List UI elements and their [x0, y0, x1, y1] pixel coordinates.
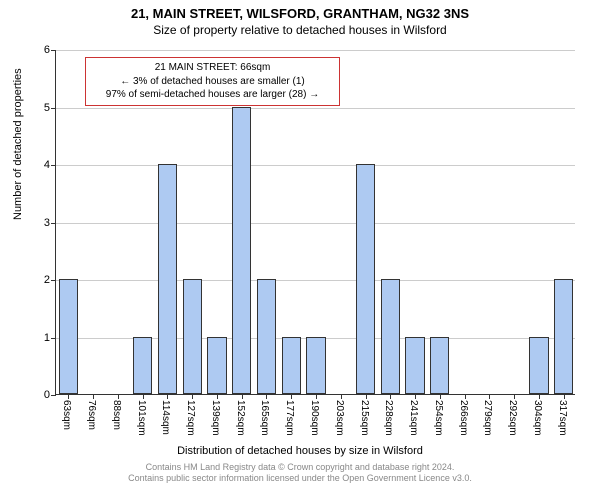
- bar: [529, 337, 548, 395]
- x-tick-label: 228sqm: [383, 400, 394, 436]
- y-tick: [51, 223, 56, 224]
- x-tick-label: 114sqm: [160, 400, 171, 435]
- bar: [430, 337, 449, 395]
- y-tick-label: 5: [44, 102, 50, 114]
- x-tick: [539, 394, 540, 399]
- y-tick-label: 2: [44, 274, 50, 286]
- x-tick-label: 203sqm: [334, 400, 345, 436]
- gridline: [56, 108, 575, 109]
- y-tick: [51, 280, 56, 281]
- x-tick: [489, 394, 490, 399]
- x-tick-label: 88sqm: [111, 400, 122, 430]
- x-tick: [143, 394, 144, 399]
- y-tick-label: 1: [44, 332, 50, 344]
- x-tick: [242, 394, 243, 399]
- x-tick-label: 190sqm: [309, 400, 320, 436]
- bar: [257, 279, 276, 394]
- bar: [405, 337, 424, 395]
- x-tick-label: 165sqm: [259, 400, 270, 436]
- x-tick: [390, 394, 391, 399]
- x-tick-label: 127sqm: [185, 400, 196, 436]
- y-tick-label: 3: [44, 217, 50, 229]
- bar: [133, 337, 152, 395]
- annotation-line3: 97% of semi-detached houses are larger (…: [92, 88, 333, 102]
- y-tick: [51, 165, 56, 166]
- x-tick-label: 304sqm: [532, 400, 543, 436]
- gridline: [56, 223, 575, 224]
- x-tick: [415, 394, 416, 399]
- bar: [59, 279, 78, 394]
- x-tick-label: 215sqm: [359, 400, 370, 436]
- x-tick: [167, 394, 168, 399]
- bar: [356, 164, 375, 394]
- x-tick: [217, 394, 218, 399]
- x-tick: [341, 394, 342, 399]
- y-tick: [51, 50, 56, 51]
- x-tick: [93, 394, 94, 399]
- x-tick-label: 63sqm: [61, 400, 72, 430]
- gridline: [56, 50, 575, 51]
- annotation-box: 21 MAIN STREET: 66sqm← 3% of detached ho…: [85, 57, 340, 106]
- x-tick-label: 279sqm: [482, 400, 493, 436]
- y-axis-label: Number of detached properties: [12, 68, 24, 220]
- x-tick: [192, 394, 193, 399]
- bar: [381, 279, 400, 394]
- x-tick: [68, 394, 69, 399]
- x-tick: [291, 394, 292, 399]
- chart-title-address: 21, MAIN STREET, WILSFORD, GRANTHAM, NG3…: [0, 0, 600, 21]
- y-tick-label: 6: [44, 44, 50, 56]
- y-tick: [51, 338, 56, 339]
- x-tick-label: 254sqm: [433, 400, 444, 436]
- bar: [158, 164, 177, 394]
- annotation-line1: 21 MAIN STREET: 66sqm: [92, 61, 333, 75]
- x-tick-label: 266sqm: [458, 400, 469, 436]
- x-tick-label: 139sqm: [210, 400, 221, 436]
- footer-attribution: Contains HM Land Registry data © Crown c…: [0, 462, 600, 485]
- y-tick-label: 4: [44, 159, 50, 171]
- gridline: [56, 280, 575, 281]
- x-tick-label: 292sqm: [507, 400, 518, 436]
- bar: [207, 337, 226, 395]
- x-tick: [514, 394, 515, 399]
- x-tick-label: 317sqm: [557, 400, 568, 436]
- y-tick-label: 0: [44, 389, 50, 401]
- x-tick-label: 177sqm: [284, 400, 295, 436]
- x-tick: [316, 394, 317, 399]
- x-tick-label: 101sqm: [136, 400, 147, 436]
- bar: [183, 279, 202, 394]
- bar: [282, 337, 301, 395]
- x-tick-label: 152sqm: [235, 400, 246, 436]
- bar: [554, 279, 573, 394]
- x-axis-label: Distribution of detached houses by size …: [0, 445, 600, 457]
- x-tick: [118, 394, 119, 399]
- y-tick: [51, 108, 56, 109]
- chart-subtitle: Size of property relative to detached ho…: [0, 21, 600, 37]
- x-tick: [440, 394, 441, 399]
- x-tick: [266, 394, 267, 399]
- footer-line1: Contains HM Land Registry data © Crown c…: [0, 462, 600, 473]
- footer-line2: Contains public sector information licen…: [0, 473, 600, 484]
- gridline: [56, 165, 575, 166]
- x-tick: [366, 394, 367, 399]
- annotation-line2: ← 3% of detached houses are smaller (1): [92, 75, 333, 89]
- bar: [306, 337, 325, 395]
- x-tick-label: 76sqm: [86, 400, 97, 430]
- x-tick-label: 241sqm: [408, 400, 419, 436]
- x-tick: [564, 394, 565, 399]
- x-tick: [465, 394, 466, 399]
- y-tick: [51, 395, 56, 396]
- bar: [232, 107, 251, 395]
